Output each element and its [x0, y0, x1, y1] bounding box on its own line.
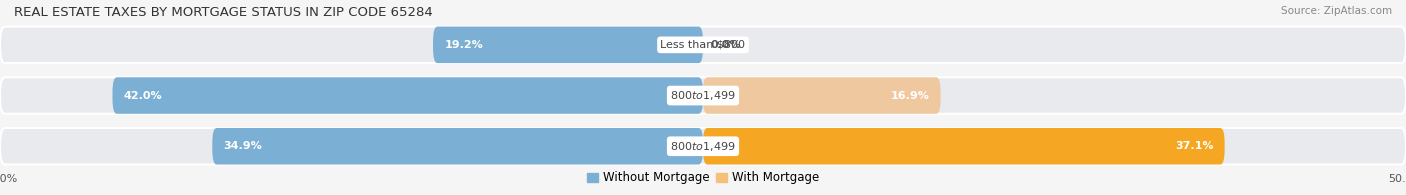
FancyBboxPatch shape — [433, 27, 703, 63]
Text: Less than $800: Less than $800 — [661, 40, 745, 50]
Text: 16.9%: 16.9% — [890, 90, 929, 101]
Text: 34.9%: 34.9% — [224, 141, 263, 151]
Text: 37.1%: 37.1% — [1175, 141, 1213, 151]
FancyBboxPatch shape — [0, 27, 1406, 63]
Text: REAL ESTATE TAXES BY MORTGAGE STATUS IN ZIP CODE 65284: REAL ESTATE TAXES BY MORTGAGE STATUS IN … — [14, 6, 433, 19]
Text: 42.0%: 42.0% — [124, 90, 162, 101]
FancyBboxPatch shape — [703, 77, 941, 114]
Text: $800 to $1,499: $800 to $1,499 — [671, 140, 735, 153]
Legend: Without Mortgage, With Mortgage: Without Mortgage, With Mortgage — [582, 167, 824, 189]
Text: $800 to $1,499: $800 to $1,499 — [671, 89, 735, 102]
FancyBboxPatch shape — [212, 128, 703, 165]
Text: Source: ZipAtlas.com: Source: ZipAtlas.com — [1281, 6, 1392, 16]
FancyBboxPatch shape — [112, 77, 703, 114]
FancyBboxPatch shape — [0, 77, 1406, 114]
Text: 0.0%: 0.0% — [710, 40, 741, 50]
FancyBboxPatch shape — [703, 128, 1225, 165]
FancyBboxPatch shape — [0, 128, 1406, 165]
Text: 19.2%: 19.2% — [444, 40, 484, 50]
